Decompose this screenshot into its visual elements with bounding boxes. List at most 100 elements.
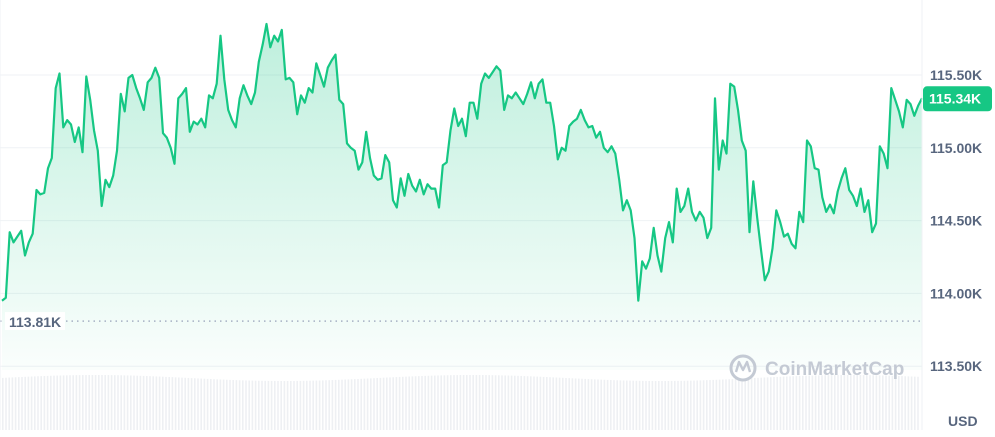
volume-bar — [501, 375, 503, 430]
volume-bar — [520, 375, 522, 430]
volume-bar — [766, 377, 769, 430]
volume-bar — [8, 377, 10, 430]
volume-bar — [456, 375, 458, 430]
volume-bar — [219, 379, 222, 430]
volume-bar — [354, 379, 356, 430]
volume-bar — [782, 376, 785, 430]
volume-bar — [814, 375, 817, 430]
volume-bar — [171, 377, 174, 430]
volume-bar — [453, 375, 455, 430]
volume-bar — [744, 378, 746, 430]
volume-bar — [40, 376, 42, 430]
volume-bar — [101, 375, 103, 430]
volume-bar — [363, 378, 366, 430]
volume-bar — [210, 379, 212, 430]
volume-bar — [760, 377, 762, 430]
volume-bar — [344, 379, 346, 430]
volume-bar — [37, 376, 39, 430]
volume-bar — [261, 380, 263, 430]
volume-bar — [395, 377, 398, 430]
volume-bar — [562, 377, 564, 430]
volume-bar — [306, 380, 308, 430]
volume-bar — [830, 375, 833, 430]
volume-bar — [437, 375, 439, 430]
volume-bar — [213, 379, 215, 430]
volume-bar — [658, 380, 660, 430]
volume-bar — [334, 379, 337, 430]
y-tick-label: 114.00K — [930, 285, 982, 301]
volume-bar — [350, 379, 353, 430]
volume-bar — [411, 376, 414, 430]
volume-bar — [459, 375, 462, 430]
volume-bar — [123, 375, 126, 430]
volume-bar — [910, 376, 913, 430]
volume-bar — [434, 375, 436, 430]
volume-bar — [184, 377, 186, 430]
volume-bar — [597, 379, 599, 430]
volume-bar — [251, 380, 254, 430]
volume-bar — [901, 376, 903, 430]
volume-bar — [229, 379, 231, 430]
volume-bar — [523, 376, 526, 430]
volume-bar — [808, 375, 810, 430]
volume-bar — [216, 379, 218, 430]
volume-bar — [421, 375, 423, 430]
volume-bar — [149, 376, 151, 430]
volume-bar — [632, 380, 634, 430]
volume-bar — [392, 377, 394, 430]
volume-bar — [248, 380, 250, 430]
open-price-label-bg — [5, 312, 65, 331]
volume-bar — [536, 376, 538, 430]
volume-bar — [824, 375, 826, 430]
volume-bar — [894, 375, 897, 430]
volume-bar — [875, 375, 878, 430]
volume-bar — [408, 376, 410, 430]
volume-bar — [594, 379, 596, 430]
volume-bar — [603, 379, 606, 430]
volume-bar — [136, 375, 138, 430]
volume-bar — [197, 378, 199, 430]
volume-bar — [53, 375, 55, 430]
volume-bar — [517, 375, 519, 430]
volume-bar — [789, 376, 791, 430]
volume-bar — [293, 380, 295, 430]
current-price-label: 115.34K — [929, 90, 981, 106]
volume-bar — [462, 375, 465, 430]
volume-bar — [648, 380, 650, 430]
volume-bar — [712, 379, 714, 430]
volume-bar — [526, 376, 529, 430]
volume-bar — [779, 376, 782, 430]
volume-bar — [46, 375, 49, 430]
volume-bar — [542, 376, 545, 430]
volume-bar — [91, 375, 94, 430]
volume-bar — [645, 380, 647, 430]
coinmarketcap-logo-icon — [729, 354, 757, 382]
volume-bar — [299, 380, 302, 430]
volume-bar — [232, 380, 234, 430]
volume-bar — [472, 375, 474, 430]
volume-bar — [478, 375, 481, 430]
volume-bar — [482, 375, 484, 430]
volume-bar — [846, 375, 849, 430]
volume-bar — [418, 376, 420, 430]
volume-bar — [664, 380, 666, 430]
volume-bar — [315, 380, 318, 430]
volume-bar — [245, 380, 247, 430]
volume-bar — [731, 379, 734, 430]
volume-bar — [347, 379, 350, 430]
volume-bar — [616, 380, 618, 430]
volume-bar — [622, 380, 625, 430]
volume-bar — [328, 380, 330, 430]
volume-bar — [120, 375, 122, 430]
volume-bar — [888, 375, 890, 430]
volume-bar — [379, 377, 382, 430]
volume-bar — [325, 380, 327, 430]
volume-bar — [734, 378, 737, 430]
volume-bar — [738, 378, 740, 430]
volume-bar — [443, 375, 446, 430]
volume-bar — [322, 380, 324, 430]
volume-bar — [850, 375, 852, 430]
volume-bar — [693, 380, 695, 430]
price-line — [1, 22, 923, 302]
